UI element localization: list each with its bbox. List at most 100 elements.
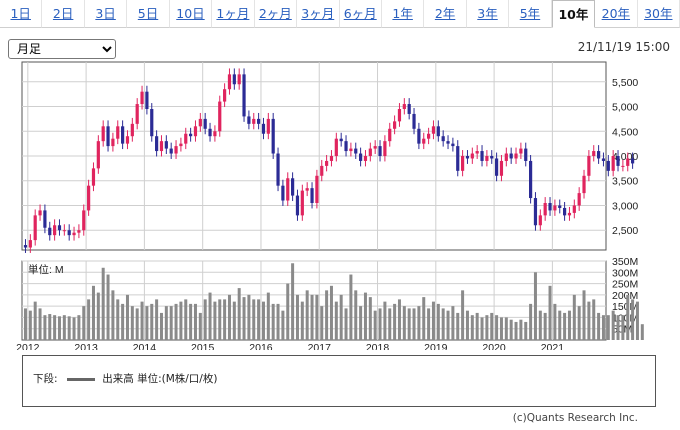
candle-body xyxy=(286,178,290,201)
tab-period[interactable]: 2日 xyxy=(42,0,85,28)
candle-body xyxy=(397,109,402,122)
volume-bar xyxy=(393,303,397,340)
volume-bar xyxy=(582,290,586,340)
tab-period[interactable]: 3ヶ月 xyxy=(297,0,340,28)
tab-period[interactable]: 5年 xyxy=(509,0,552,28)
volume-bar xyxy=(339,294,343,340)
volume-bar xyxy=(436,303,440,340)
volume-bar xyxy=(446,310,450,340)
candle-body xyxy=(402,104,406,109)
candle-body xyxy=(169,148,173,154)
y-tick-label: 3,000 xyxy=(612,200,638,212)
candle-body xyxy=(198,118,202,127)
frequency-select[interactable]: 月足 xyxy=(8,39,116,59)
volume-bar xyxy=(417,306,421,340)
candle-body xyxy=(325,160,329,166)
candle-body xyxy=(587,156,591,176)
candle-body xyxy=(87,185,91,211)
tab-period[interactable]: 10日 xyxy=(169,0,213,28)
volume-bar xyxy=(427,308,431,340)
candle-body xyxy=(601,158,606,161)
volume-panel xyxy=(21,260,607,341)
candle-body xyxy=(121,126,125,144)
x-tick-label: 2019 xyxy=(424,342,448,350)
tab-period[interactable]: 10年 xyxy=(551,0,596,28)
candle-body xyxy=(140,91,144,105)
candle-body xyxy=(28,240,32,248)
candle-body xyxy=(427,133,431,139)
volume-bar xyxy=(480,317,484,340)
volume-y-tick-label: 300M xyxy=(612,267,638,279)
candle-body xyxy=(504,153,508,161)
volume-bar xyxy=(529,303,533,340)
volume-bar xyxy=(349,274,353,340)
tab-period[interactable]: 2年 xyxy=(424,0,467,28)
candle-body xyxy=(349,148,353,152)
tab-period[interactable]: 1日 xyxy=(0,0,43,28)
x-tick-label: 2018 xyxy=(366,342,390,350)
candle-body xyxy=(213,131,217,137)
volume-bar xyxy=(252,299,256,340)
volume-bar xyxy=(533,272,537,340)
y-tick-label: 2,500 xyxy=(612,225,638,237)
tab-period[interactable]: 6ヶ月 xyxy=(339,0,382,28)
candle-body xyxy=(359,153,363,161)
tab-period[interactable]: 30年 xyxy=(637,0,680,28)
candle-body xyxy=(548,203,552,211)
candle-body xyxy=(266,118,270,134)
volume-bar xyxy=(198,312,202,340)
x-tick-label: 2020 xyxy=(482,342,506,350)
candle-body xyxy=(461,156,465,171)
volume-bar xyxy=(43,315,47,340)
volume-bar xyxy=(359,306,363,340)
tab-period[interactable]: 20年 xyxy=(595,0,638,28)
candle-body xyxy=(480,151,484,161)
tab-period[interactable]: 1ヶ月 xyxy=(212,0,255,28)
volume-bar xyxy=(203,299,207,340)
candle-body xyxy=(72,232,76,236)
candle-body xyxy=(407,104,411,114)
volume-bar xyxy=(587,301,591,340)
tab-period[interactable]: 3年 xyxy=(466,0,510,28)
legend-prefix: 下段: xyxy=(33,373,58,385)
candle-body xyxy=(33,215,37,241)
volume-y-tick-label: 350M xyxy=(612,256,638,268)
volume-bar xyxy=(106,274,110,340)
candle-body xyxy=(305,188,309,191)
candle-body xyxy=(174,146,178,154)
candle-body xyxy=(630,158,635,164)
legend-row: 下段: 出来高 単位:(M株/口/枚) xyxy=(33,371,217,386)
tab-period[interactable]: 2ヶ月 xyxy=(254,0,298,28)
candle-body xyxy=(412,113,416,129)
volume-bar xyxy=(121,303,125,340)
volume-bar xyxy=(368,297,372,340)
volume-bar xyxy=(48,314,52,340)
volume-bar xyxy=(422,297,426,340)
candle-body xyxy=(344,141,348,152)
volume-y-tick-label: 250M xyxy=(612,279,638,291)
volume-bar xyxy=(286,283,290,340)
x-tick-label: 2012 xyxy=(16,342,40,350)
candle-body xyxy=(519,148,523,154)
candle-body xyxy=(465,156,470,159)
tab-period[interactable]: 5日 xyxy=(127,0,170,28)
candle-body xyxy=(150,109,154,137)
candle-body xyxy=(485,156,489,161)
volume-bar xyxy=(218,299,222,340)
tab-period[interactable]: 1年 xyxy=(381,0,425,28)
candle-body xyxy=(543,203,547,216)
tab-period[interactable]: 3日 xyxy=(84,0,128,28)
candle-body xyxy=(592,151,596,156)
candle-body xyxy=(208,128,212,137)
volume-bar xyxy=(485,315,489,340)
volume-bar xyxy=(77,315,81,340)
volume-bar xyxy=(558,310,562,340)
volume-bar xyxy=(150,303,154,340)
candle-body xyxy=(563,207,567,216)
y-tick-label: 5,000 xyxy=(612,102,638,114)
candle-body xyxy=(276,153,280,186)
volume-bar xyxy=(616,315,620,340)
volume-bar xyxy=(242,297,246,340)
volume-bar xyxy=(592,299,596,340)
volume-bar xyxy=(334,301,338,340)
